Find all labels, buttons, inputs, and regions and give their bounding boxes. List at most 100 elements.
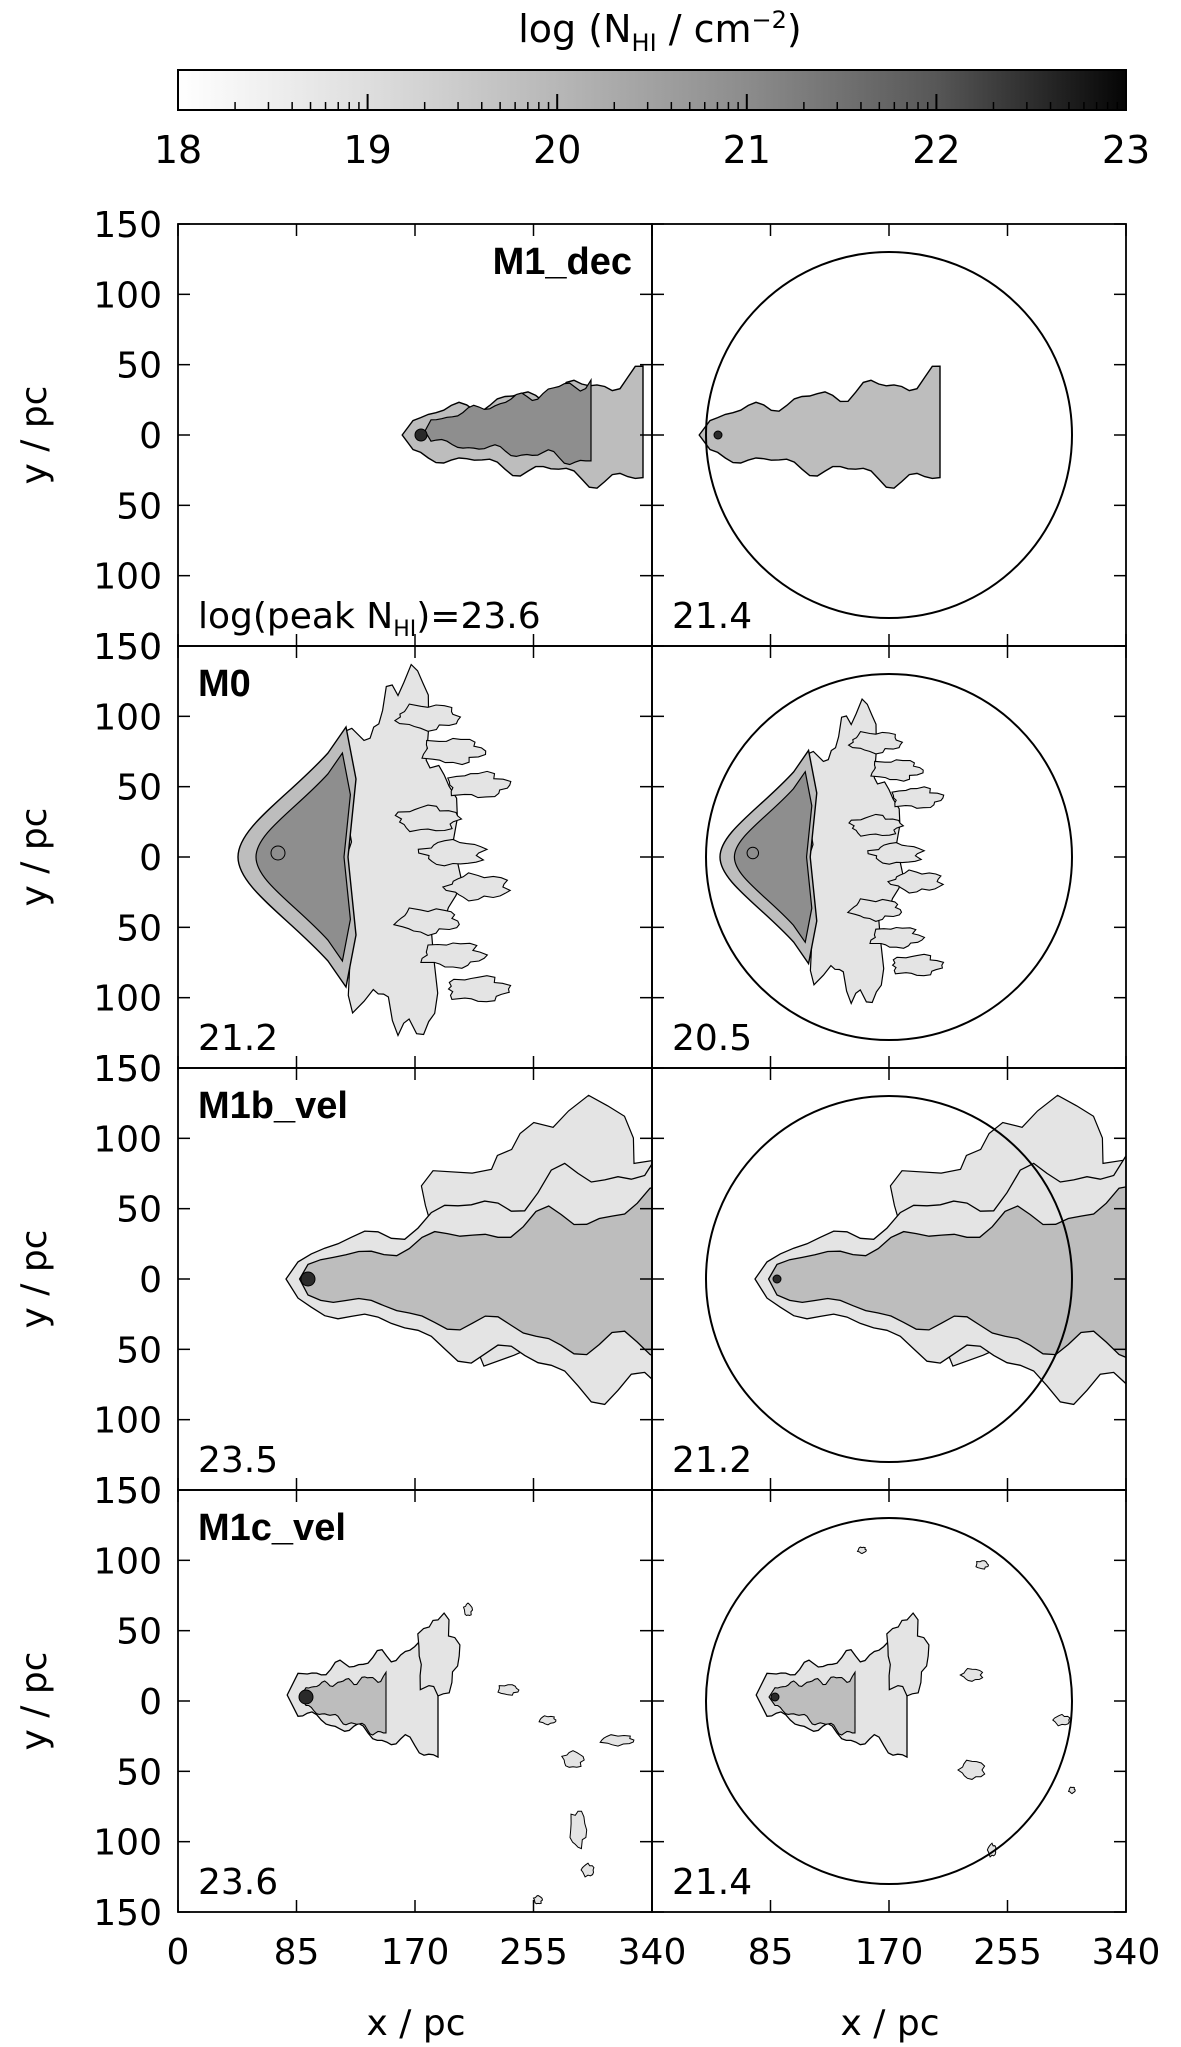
cloud-clump — [417, 838, 489, 867]
cloud-clump — [870, 759, 924, 782]
cloud-contour — [424, 377, 592, 466]
cloud-clump — [856, 1546, 867, 1555]
x-tick-label: 255 — [499, 1932, 568, 1973]
y-tick-label: 150 — [93, 627, 162, 668]
cloud-clump — [538, 1715, 557, 1726]
x-axis-label-left: x / pc — [367, 2003, 466, 2044]
panel-name: M1_dec — [493, 241, 632, 283]
cloud-clump — [394, 804, 463, 833]
colorbar-tick-label: 18 — [154, 128, 202, 172]
cloud-clump — [441, 872, 512, 902]
cloud-map — [719, 698, 945, 1005]
cloud-map — [285, 1094, 652, 1406]
cloud-clump — [846, 898, 903, 922]
x-axis-label-right: x / pc — [841, 2003, 940, 2044]
y-tick-label: 50 — [116, 768, 162, 809]
cloud-core — [300, 1271, 316, 1287]
cloud-clump — [957, 1759, 986, 1780]
cloud-core — [770, 1692, 780, 1702]
cloud-front-inner — [255, 751, 352, 963]
colorbar-tick-label: 19 — [343, 128, 391, 172]
y-tick-label: 50 — [116, 346, 162, 387]
peak-column-density: 23.5 — [198, 1440, 278, 1481]
y-axis-label: y / pc — [14, 386, 55, 485]
cloud-clump — [867, 842, 926, 865]
y-tick-label: 150 — [93, 1471, 162, 1512]
cloud-core — [713, 430, 723, 440]
y-tick-label: 100 — [93, 697, 162, 738]
cloud-map — [754, 1094, 1126, 1406]
aperture-circle — [705, 673, 1073, 1041]
cloud-front-inner — [733, 770, 813, 944]
peak-column-density: 21.4 — [672, 596, 752, 637]
x-tick-label: 170 — [855, 1932, 924, 1973]
cloud-contour — [299, 1670, 387, 1736]
aperture-circle — [705, 1095, 1073, 1463]
aperture-circle — [705, 251, 1073, 619]
colorbar-tick-label: 20 — [533, 128, 581, 172]
cloud-contour — [886, 1612, 930, 1697]
y-tick-label: 100 — [93, 1401, 162, 1442]
x-tick-label: 85 — [274, 1932, 320, 1973]
cloud-core — [746, 846, 760, 860]
x-axis-labels: x / pc x / pc — [367, 2003, 940, 2044]
y-tick-label: 50 — [116, 1612, 162, 1653]
y-tick-label: 0 — [139, 1260, 162, 1301]
panel-m0-left: M0 21.2 — [177, 645, 653, 1069]
peak-column-density: 21.4 — [672, 1862, 752, 1903]
cloud-clump — [420, 942, 489, 969]
panel-m1c-vel-left: M1c_vel 23.6 — [177, 1489, 653, 1913]
x-tick-label: 340 — [618, 1932, 687, 1973]
cloud-clump — [975, 1560, 990, 1570]
x-tick-label: 170 — [381, 1932, 450, 1973]
y-axis-label: y / pc — [14, 1652, 55, 1751]
colorbar-tick-label: 21 — [723, 128, 771, 172]
panel-name: M0 — [198, 663, 251, 705]
colorbar-tick-label: 22 — [912, 128, 960, 172]
y-tick-label: 0 — [139, 1682, 162, 1723]
y-tick-label: 100 — [93, 1823, 162, 1864]
panel-m1b-vel-right: 21.2 — [651, 1067, 1127, 1491]
peak-column-density: 21.2 — [672, 1440, 752, 1481]
cloud-clump — [869, 926, 926, 949]
cloud-core — [298, 1689, 314, 1705]
y-tick-label: 50 — [116, 486, 162, 527]
cloud-core — [772, 1274, 782, 1284]
panel-name: M1c_vel — [198, 1507, 346, 1549]
peak-column-density: 20.5 — [672, 1018, 752, 1059]
cloud-contour — [768, 1670, 856, 1736]
panel-m1c-vel-right: 21.4 — [651, 1489, 1127, 1913]
cloud-clump — [959, 1667, 984, 1682]
x-tick-label: 340 — [1092, 1932, 1161, 1973]
cloud-clump — [392, 907, 460, 937]
cloud-contour — [417, 1612, 461, 1697]
cloud-clump — [891, 786, 945, 809]
y-tick-label: 150 — [93, 1049, 162, 1090]
y-tick-label: 50 — [116, 908, 162, 949]
cloud-clump — [1052, 1713, 1071, 1727]
y-tick-label: 0 — [139, 838, 162, 879]
cloud-core — [270, 845, 286, 861]
y-tick-label: 50 — [116, 1190, 162, 1231]
panel-m1-dec-right: 21.4 — [651, 223, 1127, 647]
colorbar-title: log (NHI / cm−2) — [518, 6, 801, 57]
cloud-clump — [599, 1734, 635, 1747]
colorbar-tick-labels: 18 19 20 21 22 23 — [154, 128, 1150, 172]
y-tick-label: 100 — [93, 1119, 162, 1160]
cloud-clump — [848, 813, 905, 837]
cloud-clump — [1067, 1786, 1076, 1795]
y-tick-label: 150 — [93, 1049, 162, 1090]
cloud-clump — [847, 730, 904, 755]
cloud-clump — [891, 953, 945, 977]
colorbar-minor-ticks — [177, 94, 1127, 110]
y-tick-label: 150 — [93, 205, 162, 246]
peak-column-density: 21.2 — [198, 1018, 278, 1059]
cloud-clump — [580, 1862, 595, 1878]
cloud-clump — [569, 1810, 588, 1850]
y-axis-label: y / pc — [14, 1230, 55, 1329]
cloud-core — [414, 428, 428, 442]
y-tick-label: 100 — [93, 557, 162, 598]
cloud-clump — [447, 770, 512, 799]
peak-column-density: 23.6 — [198, 1862, 278, 1903]
